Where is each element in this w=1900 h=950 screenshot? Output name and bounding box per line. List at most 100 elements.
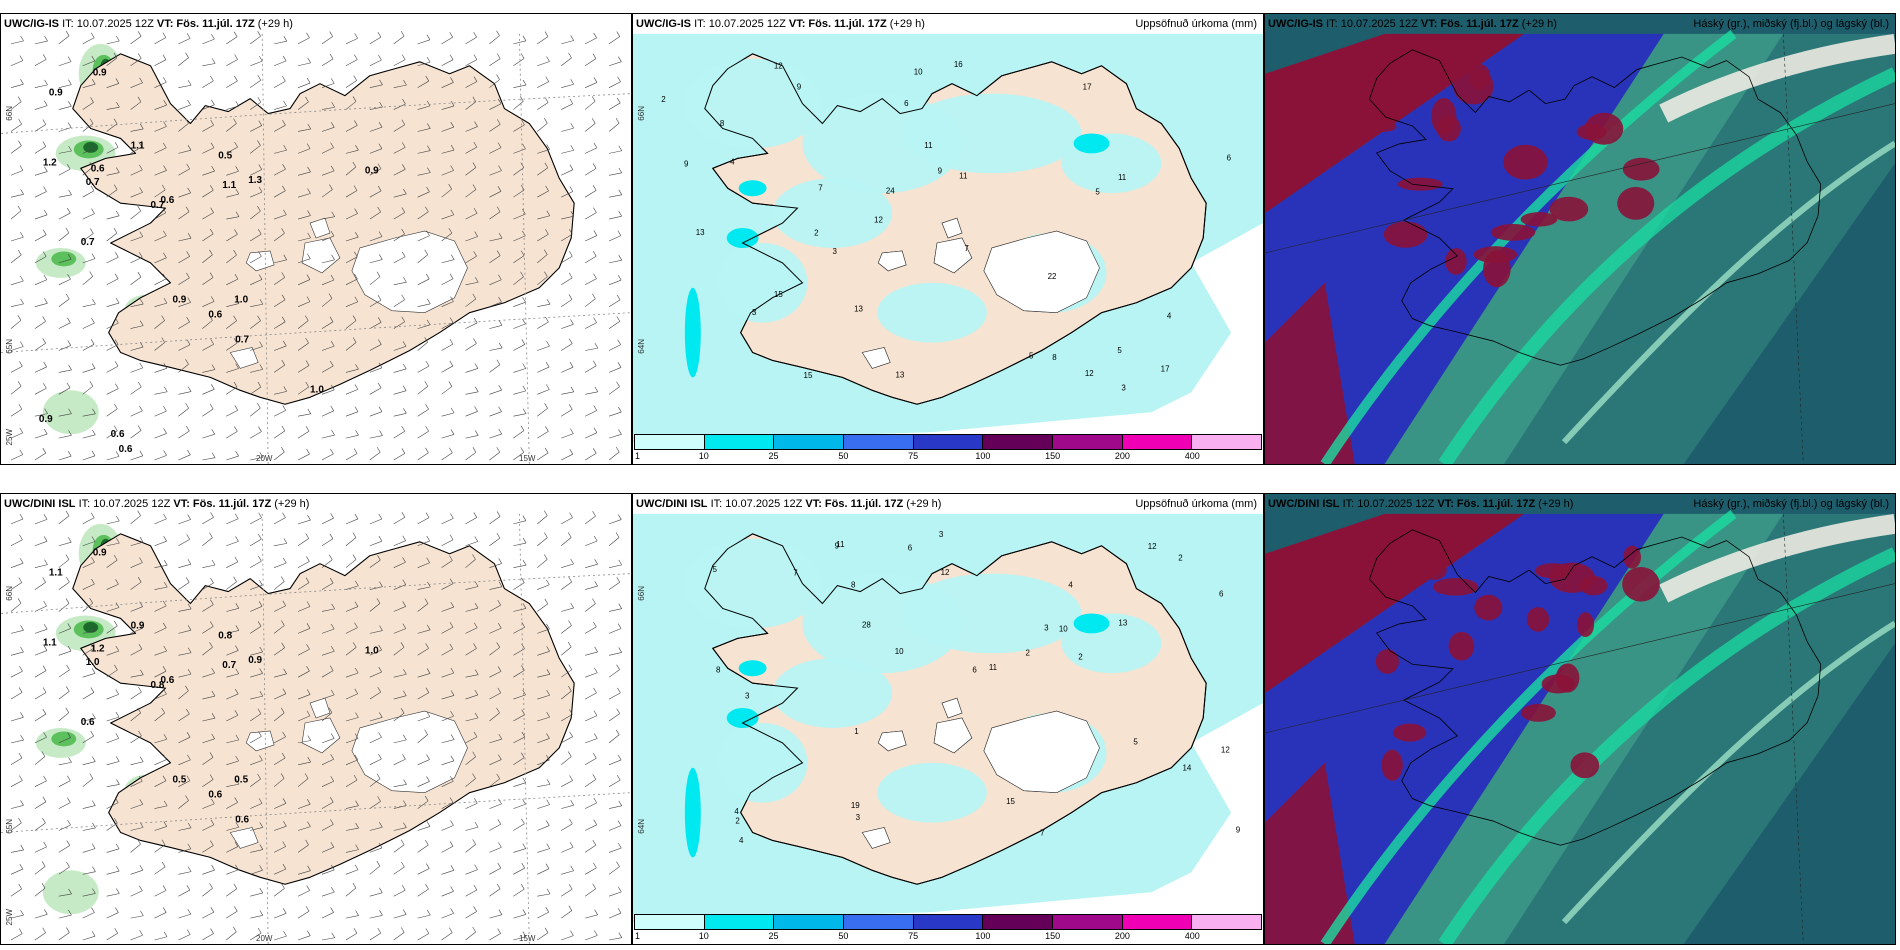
cloud-band bbox=[1561, 140, 1895, 445]
wind-barb bbox=[584, 360, 597, 373]
wind-barb bbox=[537, 733, 550, 744]
precip-value: 3 bbox=[752, 308, 757, 317]
wind-barb bbox=[178, 449, 191, 461]
wind-barb bbox=[321, 754, 334, 766]
wind-barb bbox=[393, 54, 406, 67]
wind-barb bbox=[345, 622, 358, 634]
wind-barb bbox=[226, 31, 238, 45]
wind-barb bbox=[441, 54, 454, 67]
wind-barb bbox=[393, 512, 406, 525]
colorbar-swatch bbox=[1192, 915, 1262, 929]
wind-barb bbox=[393, 734, 407, 744]
wind-barb bbox=[465, 54, 478, 67]
wind-barb bbox=[154, 165, 167, 176]
low-cloud-patch bbox=[1576, 612, 1595, 637]
gust-value: 0.9 bbox=[172, 295, 186, 306]
wind-barb bbox=[584, 96, 596, 110]
wind-barb bbox=[321, 184, 333, 198]
cloud-band bbox=[1561, 620, 1895, 925]
wind-barb bbox=[561, 884, 573, 897]
wind-barb bbox=[82, 253, 96, 264]
wind-barb bbox=[608, 446, 620, 461]
wind-barb bbox=[513, 425, 525, 439]
wind-barb bbox=[345, 75, 357, 88]
wind-barb bbox=[58, 819, 71, 831]
wind-barb bbox=[321, 341, 335, 351]
precip-value: 8 bbox=[720, 119, 725, 128]
wind-barb bbox=[608, 362, 622, 373]
wind-barb bbox=[10, 96, 22, 110]
wind-barb bbox=[106, 817, 118, 831]
wind-barb bbox=[34, 166, 48, 176]
wind-barb bbox=[82, 713, 96, 722]
wind-barb bbox=[297, 426, 310, 439]
wind-barb bbox=[106, 928, 118, 941]
precip-value: 4 bbox=[734, 807, 739, 816]
wind-barb bbox=[465, 293, 477, 307]
wind-barb bbox=[417, 447, 429, 461]
wind-barb bbox=[297, 77, 311, 88]
wind-barb bbox=[274, 340, 287, 351]
wind-barb bbox=[106, 52, 118, 67]
precip-area bbox=[682, 58, 823, 149]
wind-barb bbox=[250, 773, 261, 787]
wind-barb bbox=[58, 340, 71, 351]
wind-barb bbox=[106, 210, 120, 220]
wind-barb bbox=[441, 254, 455, 264]
wind-barb bbox=[537, 779, 551, 787]
wind-barb bbox=[297, 360, 310, 373]
wind-barb bbox=[537, 144, 550, 154]
precip-value: 2 bbox=[735, 816, 740, 825]
wind-barb bbox=[273, 642, 285, 656]
wind-barb bbox=[321, 733, 335, 744]
wind-barb bbox=[58, 623, 72, 634]
wind-barb bbox=[298, 408, 312, 417]
wind-barb bbox=[34, 927, 46, 941]
wind-barb bbox=[154, 54, 167, 67]
wind-barb bbox=[489, 359, 501, 373]
wind-barb bbox=[82, 625, 96, 634]
wind-barb bbox=[130, 910, 144, 919]
wind-barb bbox=[561, 164, 574, 176]
wind-barb bbox=[250, 75, 262, 88]
wind-barb bbox=[489, 406, 502, 417]
gust-value: 0.5 bbox=[218, 150, 232, 161]
grid-line bbox=[1265, 583, 1895, 734]
wind-barb bbox=[465, 447, 477, 461]
wind-barb bbox=[273, 446, 285, 461]
wind-barb bbox=[561, 558, 574, 568]
precip-value: 4 bbox=[1167, 311, 1172, 320]
wind-barb bbox=[489, 447, 501, 461]
panel-right-title: Háský (gr.), miðský (fj.bl.) og lágský (… bbox=[1693, 498, 1889, 510]
wind-barb bbox=[393, 142, 406, 154]
latitude-line bbox=[1, 573, 631, 614]
wind-barb bbox=[178, 775, 191, 787]
cloud-band bbox=[1320, 29, 1737, 464]
wind-barb bbox=[226, 363, 239, 373]
colorbar-label: 1 bbox=[635, 451, 641, 461]
wind-barb bbox=[608, 56, 622, 67]
clear-band bbox=[1659, 34, 1895, 123]
wind-barb bbox=[369, 513, 383, 525]
high-cloud-area bbox=[1384, 513, 1784, 944]
wind-barb bbox=[441, 865, 455, 875]
gust-value: 0.7 bbox=[86, 177, 100, 188]
wind-barb bbox=[321, 603, 335, 612]
wind-barb bbox=[130, 822, 144, 831]
wind-barb bbox=[154, 337, 165, 351]
precip-value: 6 bbox=[908, 544, 913, 553]
wind-barb bbox=[321, 623, 335, 634]
wind-barb bbox=[226, 249, 237, 264]
wind-barb bbox=[513, 752, 525, 766]
wind-barb bbox=[226, 710, 239, 722]
wind-barb bbox=[441, 690, 455, 700]
wind-barb bbox=[417, 776, 430, 787]
wind-barb bbox=[130, 576, 142, 590]
wind-barb bbox=[561, 211, 575, 220]
wind-barb bbox=[154, 428, 167, 439]
colorbar-label: 75 bbox=[908, 451, 919, 461]
wind-barb bbox=[513, 777, 526, 787]
precip-cell bbox=[684, 287, 701, 378]
wind-barb bbox=[154, 645, 167, 656]
wind-barb bbox=[537, 598, 549, 612]
